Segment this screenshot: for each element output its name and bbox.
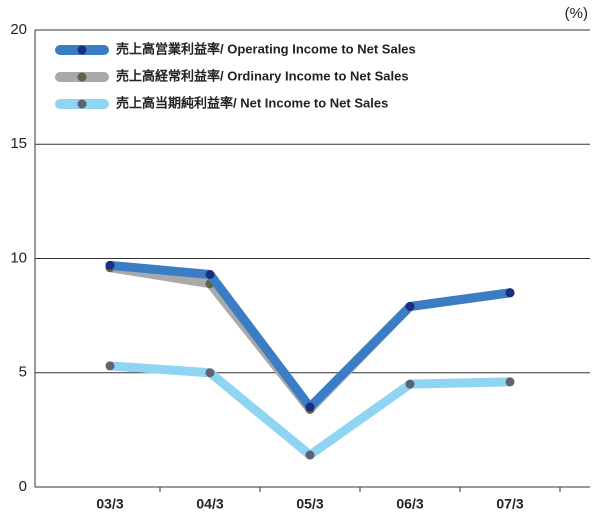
y-tick-label: 15 xyxy=(10,135,27,152)
data-point xyxy=(505,288,515,298)
y-tick-label: 5 xyxy=(19,364,27,381)
data-point xyxy=(405,379,415,389)
x-tick-label: 06/3 xyxy=(396,496,423,512)
data-point xyxy=(305,450,315,460)
y-tick-label: 0 xyxy=(19,478,27,495)
data-point xyxy=(505,377,515,387)
data-point xyxy=(205,269,215,279)
y-tick-label: 10 xyxy=(10,249,27,266)
data-point xyxy=(405,301,415,311)
data-point xyxy=(305,402,315,412)
legend-marker xyxy=(77,45,87,55)
y-tick-label: 20 xyxy=(10,21,27,38)
data-point xyxy=(105,361,115,371)
x-tick-label: 03/3 xyxy=(96,496,123,512)
legend-label: 売上高当期純利益率/ Net Income to Net Sales xyxy=(116,95,388,110)
unit-label: (%) xyxy=(565,5,588,22)
series-line xyxy=(105,263,515,414)
data-point xyxy=(105,260,115,270)
data-point xyxy=(205,368,215,378)
legend-label: 売上高営業利益率/ Operating Income to Net Sales xyxy=(116,41,416,56)
x-tick-label: 05/3 xyxy=(296,496,323,512)
legend-marker xyxy=(77,72,87,82)
legend-label: 売上高経常利益率/ Ordinary Income to Net Sales xyxy=(116,68,409,83)
legend-marker xyxy=(77,99,87,109)
x-tick-label: 04/3 xyxy=(196,496,223,512)
x-tick-label: 07/3 xyxy=(496,496,523,512)
